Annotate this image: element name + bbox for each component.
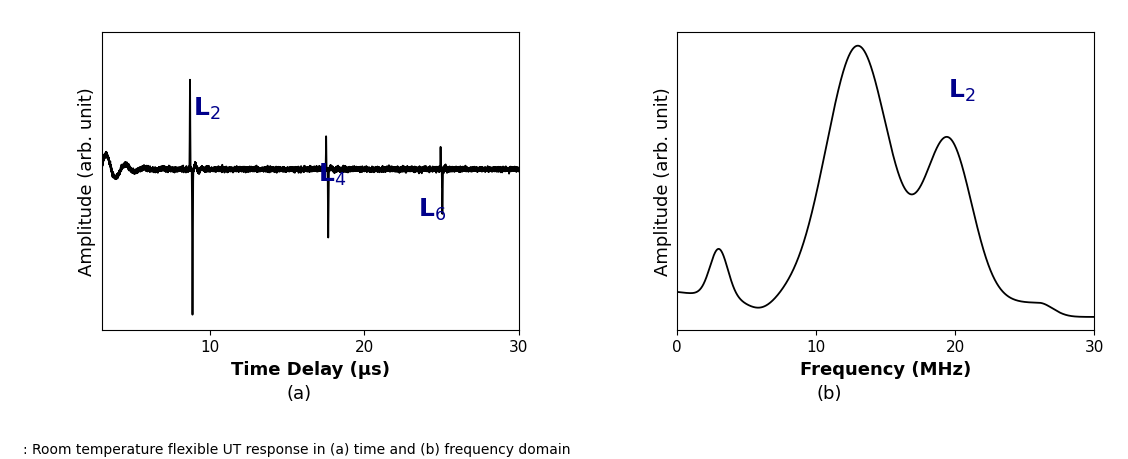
Text: : Room temperature flexible UT response in (a) time and (b) frequency domain: : Room temperature flexible UT response …	[23, 443, 570, 458]
Text: L$_6$: L$_6$	[418, 197, 447, 224]
Text: L$_4$: L$_4$	[318, 161, 346, 188]
X-axis label: Frequency (MHz): Frequency (MHz)	[800, 361, 971, 379]
Text: (b): (b)	[817, 385, 841, 403]
Y-axis label: Amplitude (arb. unit): Amplitude (arb. unit)	[78, 87, 96, 276]
Text: L$_2$: L$_2$	[193, 95, 221, 122]
Text: (a): (a)	[287, 385, 311, 403]
Text: L$_2$: L$_2$	[949, 78, 976, 104]
Y-axis label: Amplitude (arb. unit): Amplitude (arb. unit)	[653, 87, 671, 276]
X-axis label: Time Delay (μs): Time Delay (μs)	[230, 361, 389, 379]
